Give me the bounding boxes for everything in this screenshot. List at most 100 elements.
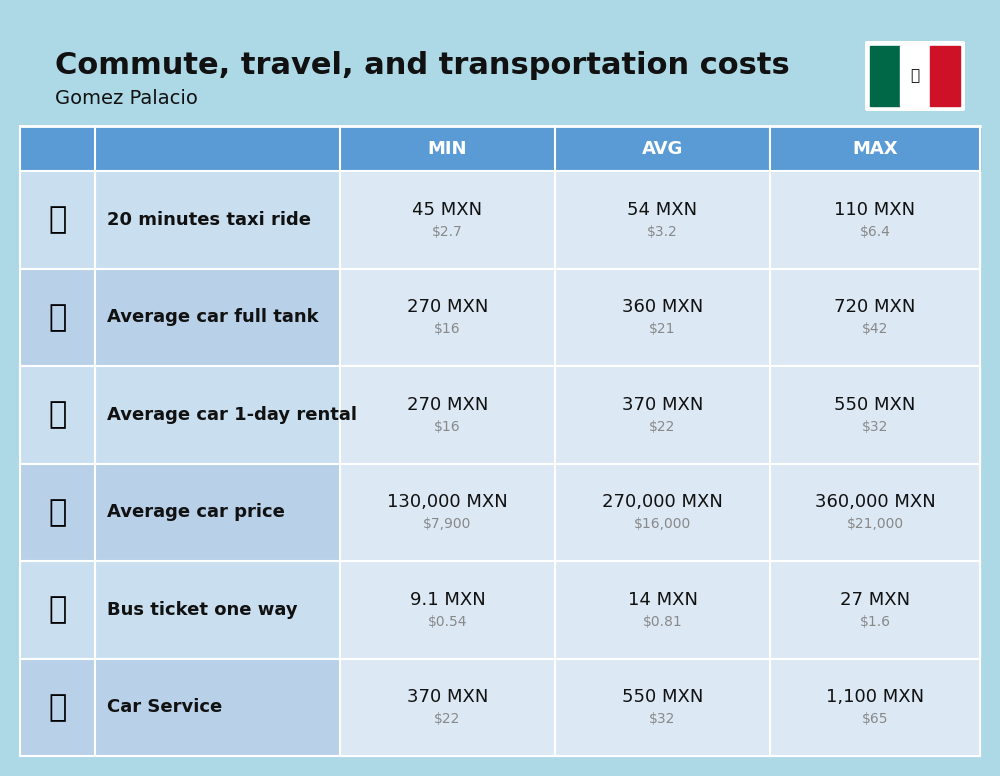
Bar xyxy=(20,268,95,366)
Bar xyxy=(770,463,980,561)
Text: 270 MXN: 270 MXN xyxy=(407,396,488,414)
Bar xyxy=(20,126,95,171)
Text: 370 MXN: 370 MXN xyxy=(622,396,703,414)
Text: 720 MXN: 720 MXN xyxy=(834,298,916,317)
Bar xyxy=(95,171,340,268)
FancyBboxPatch shape xyxy=(865,41,965,111)
Bar xyxy=(340,659,555,756)
Text: Average car 1-day rental: Average car 1-day rental xyxy=(107,406,357,424)
Bar xyxy=(770,561,980,659)
Bar xyxy=(770,268,980,366)
Bar xyxy=(340,659,555,756)
Text: 🔧: 🔧 xyxy=(48,693,67,722)
Bar xyxy=(770,126,980,171)
Text: $0.81: $0.81 xyxy=(643,615,682,629)
Bar xyxy=(340,268,555,366)
Bar xyxy=(340,463,555,561)
Text: 14 MXN: 14 MXN xyxy=(628,591,698,608)
Text: MAX: MAX xyxy=(852,140,898,158)
Text: 110 MXN: 110 MXN xyxy=(834,201,916,219)
Text: 🚌: 🚌 xyxy=(48,595,67,624)
Text: $3.2: $3.2 xyxy=(647,225,678,239)
Bar xyxy=(555,659,770,756)
Bar xyxy=(95,659,340,756)
Text: $22: $22 xyxy=(649,420,676,434)
Bar xyxy=(555,463,770,561)
Bar xyxy=(20,561,95,659)
Text: $16: $16 xyxy=(434,322,461,336)
Bar xyxy=(20,366,95,463)
Text: $16: $16 xyxy=(434,420,461,434)
Text: 54 MXN: 54 MXN xyxy=(627,201,698,219)
Text: 🚕: 🚕 xyxy=(48,205,67,234)
Bar xyxy=(555,268,770,366)
Bar xyxy=(770,659,980,756)
Bar xyxy=(555,171,770,268)
Text: Commute, travel, and transportation costs: Commute, travel, and transportation cost… xyxy=(55,51,790,81)
Bar xyxy=(340,561,555,659)
Bar xyxy=(770,561,980,659)
Bar xyxy=(555,561,770,659)
Text: Bus ticket one way: Bus ticket one way xyxy=(107,601,298,618)
Text: Average car full tank: Average car full tank xyxy=(107,308,319,326)
Text: 130,000 MXN: 130,000 MXN xyxy=(387,494,508,511)
Text: $7,900: $7,900 xyxy=(423,518,472,532)
Bar xyxy=(95,561,340,659)
Text: $42: $42 xyxy=(862,322,888,336)
Text: $2.7: $2.7 xyxy=(432,225,463,239)
Bar xyxy=(770,366,980,463)
Text: $32: $32 xyxy=(649,712,676,726)
Bar xyxy=(20,659,95,756)
Bar xyxy=(770,268,980,366)
Bar xyxy=(340,463,555,561)
Bar xyxy=(95,126,340,171)
Bar xyxy=(770,171,980,268)
Text: $32: $32 xyxy=(862,420,888,434)
Text: 1,100 MXN: 1,100 MXN xyxy=(826,688,924,706)
Text: $21,000: $21,000 xyxy=(846,518,904,532)
Bar xyxy=(20,171,95,268)
Bar xyxy=(340,126,555,171)
Text: $65: $65 xyxy=(862,712,888,726)
Text: $22: $22 xyxy=(434,712,461,726)
Bar xyxy=(555,171,770,268)
Bar xyxy=(770,366,980,463)
Text: 🚗: 🚗 xyxy=(48,400,67,429)
Bar xyxy=(555,561,770,659)
Text: 🦅: 🦅 xyxy=(910,68,920,84)
Bar xyxy=(900,46,930,106)
Bar xyxy=(555,659,770,756)
Text: $1.6: $1.6 xyxy=(860,615,891,629)
Text: ⛽: ⛽ xyxy=(48,303,67,332)
Text: $21: $21 xyxy=(649,322,676,336)
Text: MIN: MIN xyxy=(428,140,467,158)
Bar xyxy=(555,366,770,463)
Bar xyxy=(340,561,555,659)
Bar xyxy=(770,171,980,268)
Bar xyxy=(95,366,340,463)
Text: $16,000: $16,000 xyxy=(634,518,691,532)
Bar xyxy=(555,463,770,561)
Bar xyxy=(340,171,555,268)
Bar xyxy=(340,171,555,268)
Text: Gomez Palacio: Gomez Palacio xyxy=(55,88,198,108)
Bar xyxy=(20,463,95,561)
Text: 270 MXN: 270 MXN xyxy=(407,298,488,317)
Text: 45 MXN: 45 MXN xyxy=(412,201,483,219)
Bar xyxy=(95,268,340,366)
Bar xyxy=(870,46,900,106)
Bar xyxy=(340,366,555,463)
Bar xyxy=(555,366,770,463)
Text: 370 MXN: 370 MXN xyxy=(407,688,488,706)
Text: $0.54: $0.54 xyxy=(428,615,467,629)
Text: 20 minutes taxi ride: 20 minutes taxi ride xyxy=(107,211,311,229)
Text: 550 MXN: 550 MXN xyxy=(622,688,703,706)
Bar xyxy=(555,268,770,366)
Text: 9.1 MXN: 9.1 MXN xyxy=(410,591,485,608)
Text: 🚘: 🚘 xyxy=(48,497,67,527)
Bar xyxy=(95,463,340,561)
Text: 27 MXN: 27 MXN xyxy=(840,591,910,608)
Bar xyxy=(770,659,980,756)
Text: AVG: AVG xyxy=(642,140,683,158)
Text: 360,000 MXN: 360,000 MXN xyxy=(815,494,935,511)
